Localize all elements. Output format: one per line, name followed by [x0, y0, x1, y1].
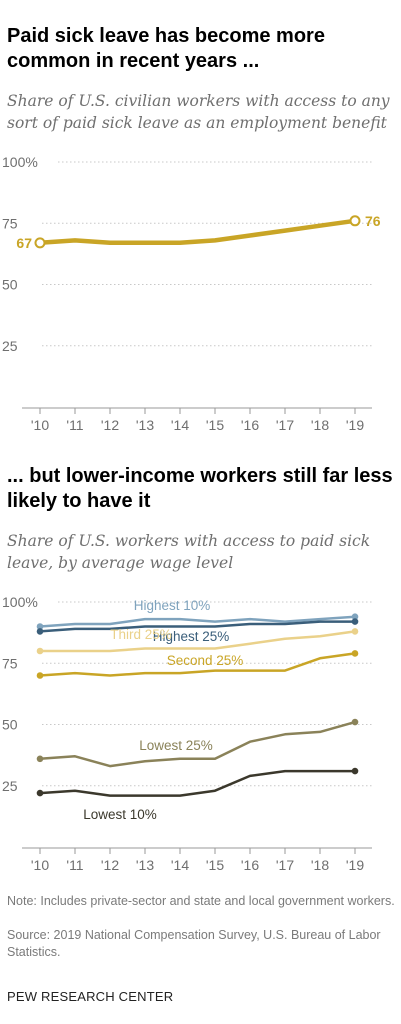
series-line-all-workers [37, 218, 358, 246]
source-text: Source: 2019 National Compensation Surve… [7, 928, 381, 959]
series-point-lowest-10 [351, 767, 359, 775]
series-line-lowest-25 [39, 720, 356, 768]
chart1-plot: 100% 75 50 25 '10 '11 '12 '13 '14 '15 '16 '17 '18 '19… [2, 154, 381, 433]
x-tick-label: '14 [171, 417, 189, 433]
y-tick-label: 75 [2, 655, 18, 671]
end-point-marker [349, 215, 361, 227]
series-label-third-25: Third 25% [110, 627, 172, 642]
series-label-lowest-25: Lowest 25% [139, 738, 213, 753]
data-label-start: 67 [16, 235, 32, 251]
series-point-lowest-25 [36, 755, 44, 763]
x-tick-label: '15 [206, 417, 224, 433]
x-tick-label: '12 [101, 417, 119, 433]
series-label-second-25: Second 25% [167, 653, 244, 668]
series-line-third-25 [40, 630, 356, 653]
x-tick-label: '17 [276, 857, 294, 873]
series-point-lowest-10 [36, 789, 44, 797]
series-line-lowest-10 [39, 769, 355, 797]
chart2-title: ... but lower-income workers still far l… [7, 465, 393, 512]
x-tick-label: '16 [241, 417, 259, 433]
y-tick-label: 50 [2, 717, 18, 733]
series-line-highest-25 [39, 620, 355, 633]
series-point-highest-25 [36, 628, 44, 635]
series-label-highest-10: Highest 10% [134, 598, 211, 613]
y-tick-label: 50 [2, 277, 18, 293]
series-label-highest-25: Highest 25% [153, 629, 230, 644]
x-tick-label: '10 [31, 857, 49, 873]
series-point-second-25 [36, 672, 44, 679]
pew-logo-text: PEW RESEARCH CENTER [7, 989, 174, 1004]
y-tick-label: 100% [2, 594, 38, 610]
x-tick-label: '19 [346, 857, 364, 873]
start-point-marker [34, 237, 46, 249]
series-line-highest-10 [39, 615, 356, 628]
chart2-plot: 100% 75 50 25 '10 '11 '12 '13 '14 '15 '16 '17 '18 '19… [2, 594, 372, 873]
series-label-lowest-10: Lowest 10% [83, 807, 157, 822]
x-tick-label: '11 [66, 857, 83, 873]
x-tick-label: '14 [171, 857, 189, 873]
x-tick-label: '18 [311, 857, 329, 873]
x-tick-label: '10 [31, 417, 49, 433]
y-tick-label: 25 [2, 778, 18, 794]
x-tick-label: '17 [276, 417, 294, 433]
x-tick-label: '12 [101, 857, 119, 873]
series-point-highest-10 [351, 613, 359, 620]
chart1-subtitle: Share of U.S. civilian workers with acce… [7, 92, 390, 132]
series-line-second-25 [39, 652, 356, 677]
x-tick-label: '16 [241, 857, 259, 873]
chart2-subtitle: Share of U.S. workers with access to pai… [7, 532, 371, 572]
x-tick-label: '13 [136, 417, 154, 433]
y-tick-label: 75 [2, 215, 18, 231]
data-label-end: 76 [365, 213, 381, 229]
series-point-second-25 [351, 650, 359, 657]
x-tick-label: '13 [136, 857, 154, 873]
series-point-third-25 [351, 628, 359, 635]
series-point-third-25 [36, 647, 44, 655]
y-tick-label: 100% [2, 154, 38, 170]
series-point-highest-10 [36, 623, 44, 630]
series-point-lowest-25 [351, 718, 359, 726]
series-point-highest-25 [351, 618, 359, 625]
x-tick-label: '15 [206, 857, 224, 873]
note-text: Note: Includes private-sector and state … [7, 894, 395, 908]
chart1-title: Paid sick leave has become more common i… [7, 25, 325, 72]
x-tick-label: '19 [346, 417, 364, 433]
y-tick-label: 25 [2, 338, 18, 354]
x-tick-label: '18 [311, 417, 329, 433]
x-tick-label: '11 [66, 417, 83, 433]
